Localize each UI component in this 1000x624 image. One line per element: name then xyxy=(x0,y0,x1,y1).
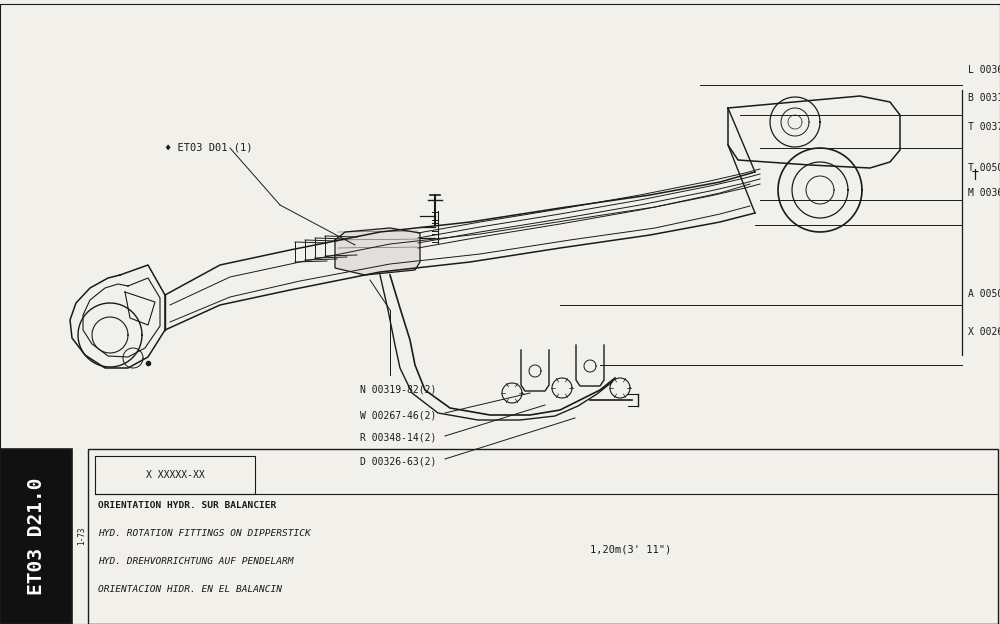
Bar xyxy=(95,456,255,494)
Text: HYD. DREHVORRICHTUNG AUF PENDELARM: HYD. DREHVORRICHTUNG AUF PENDELARM xyxy=(98,557,294,567)
Text: A 00507-38(2): A 00507-38(2) xyxy=(968,288,1000,298)
Text: HYD. ROTATION FITTINGS ON DIPPERSTICK: HYD. ROTATION FITTINGS ON DIPPERSTICK xyxy=(98,530,311,539)
Text: W 00267-46(2): W 00267-46(2) xyxy=(360,410,436,420)
Text: M 00369-03(1): M 00369-03(1) xyxy=(968,187,1000,197)
Bar xyxy=(88,449,998,624)
Polygon shape xyxy=(335,228,420,275)
Text: R 00348-14(2): R 00348-14(2) xyxy=(360,433,436,443)
Text: X XXXXX-XX: X XXXXX-XX xyxy=(146,470,204,480)
Bar xyxy=(0,449,72,624)
Text: ORIENTATION HYDR. SUR BALANCIER: ORIENTATION HYDR. SUR BALANCIER xyxy=(98,502,276,510)
Text: ORIENTACION HIDR. EN EL BALANCIN: ORIENTACION HIDR. EN EL BALANCIN xyxy=(98,585,282,593)
Text: B 00318-10(28): B 00318-10(28) xyxy=(968,93,1000,103)
Text: ET03 D21.0: ET03 D21.0 xyxy=(26,477,46,595)
Text: 1-73: 1-73 xyxy=(78,527,87,545)
Text: T 00501-80(1): T 00501-80(1) xyxy=(968,163,1000,173)
Text: D 00326-63(2): D 00326-63(2) xyxy=(360,456,436,466)
Text: †: † xyxy=(972,168,978,182)
Text: L 00369-02(2): L 00369-02(2) xyxy=(968,65,1000,75)
Text: N 00319-82(2): N 00319-82(2) xyxy=(360,385,436,395)
Text: T 00375-53(1): T 00375-53(1) xyxy=(968,122,1000,132)
Text: ♦ ET03 D01 (1): ♦ ET03 D01 (1) xyxy=(165,142,252,152)
Text: X 00267-47(4): X 00267-47(4) xyxy=(968,327,1000,337)
Text: 1,20m(3' 11"): 1,20m(3' 11") xyxy=(590,544,671,554)
